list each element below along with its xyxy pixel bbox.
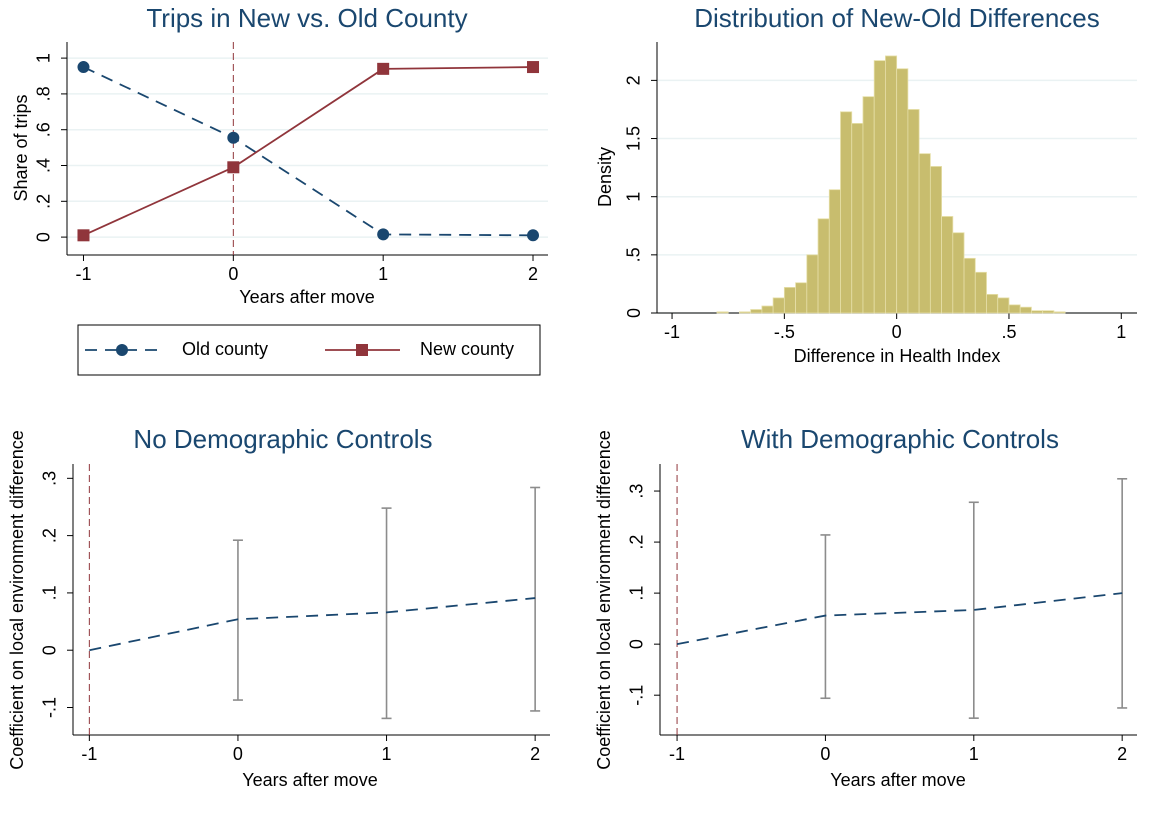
x-tick-label: 1 xyxy=(969,744,979,764)
y-tick-label: .2 xyxy=(627,535,647,550)
y-tick-label: 1 xyxy=(34,53,54,63)
y-tick-label: .2 xyxy=(34,194,54,209)
y-axis-title: Coefficient on local environment differe… xyxy=(7,430,27,770)
x-tick-label: 2 xyxy=(528,264,538,284)
x-tick-label: -1 xyxy=(664,322,680,342)
y-tick-label: -.1 xyxy=(40,697,60,718)
chart-title: With Demographic Controls xyxy=(741,424,1059,454)
y-tick-label: .2 xyxy=(40,528,60,543)
x-tick-label: 0 xyxy=(228,264,238,284)
bar xyxy=(750,309,763,314)
x-tick-label: -1 xyxy=(81,744,97,764)
bar xyxy=(817,218,830,314)
legend-label: Old county xyxy=(182,339,268,359)
bar xyxy=(716,311,729,314)
y-tick-label: .4 xyxy=(34,158,54,173)
y-tick-label: .5 xyxy=(624,247,644,262)
x-tick-label: 0 xyxy=(820,744,830,764)
series-line xyxy=(83,66,534,237)
chart-title: Distribution of New-Old Differences xyxy=(694,3,1100,33)
bar xyxy=(896,68,909,314)
coefficient-line xyxy=(676,592,1123,646)
y-tick-label: 0 xyxy=(624,308,644,318)
bar xyxy=(907,109,920,314)
x-tick-label: -.5 xyxy=(774,322,795,342)
marker xyxy=(377,62,390,75)
coefficient-line xyxy=(89,597,536,652)
y-tick-label: .3 xyxy=(40,471,60,486)
y-tick-label: 0 xyxy=(627,639,647,649)
x-axis-title: Years after move xyxy=(242,770,377,790)
bar xyxy=(806,254,819,314)
bar xyxy=(840,111,853,314)
x-tick-label: .5 xyxy=(1001,322,1016,342)
legend-label: New county xyxy=(420,339,514,359)
x-tick-label: 0 xyxy=(233,744,243,764)
bar xyxy=(862,96,875,314)
y-tick-label: 0 xyxy=(40,645,60,655)
chart-title: Trips in New vs. Old County xyxy=(146,3,467,33)
x-tick-label: -1 xyxy=(669,744,685,764)
bar xyxy=(873,60,886,314)
x-tick-label: 2 xyxy=(530,744,540,764)
x-axis-title: Difference in Health Index xyxy=(794,346,1001,366)
y-tick-label: 1.5 xyxy=(624,126,644,151)
chart-title: No Demographic Controls xyxy=(133,424,432,454)
y-axis-title: Coefficient on local environment differe… xyxy=(594,430,614,770)
marker xyxy=(377,228,390,241)
y-axis-title: Share of trips xyxy=(11,94,31,201)
legend-marker xyxy=(116,344,128,356)
y-tick-label: 2 xyxy=(624,75,644,85)
bar xyxy=(772,297,785,314)
bar xyxy=(739,311,752,314)
bar xyxy=(828,189,841,314)
marker xyxy=(527,229,540,242)
bar xyxy=(929,166,942,314)
y-tick-label: .6 xyxy=(34,122,54,137)
bar xyxy=(974,271,987,314)
x-tick-label: 1 xyxy=(382,744,392,764)
bar xyxy=(1042,310,1055,314)
x-axis-title: Years after move xyxy=(239,287,374,307)
x-tick-label: 2 xyxy=(1117,744,1127,764)
bar xyxy=(952,232,965,314)
x-tick-label: 1 xyxy=(378,264,388,284)
bar xyxy=(761,305,774,314)
bar xyxy=(851,123,864,314)
bar xyxy=(963,257,976,314)
bar xyxy=(783,287,796,314)
marker xyxy=(227,161,240,174)
y-axis-title: Density xyxy=(595,147,615,207)
legend-marker xyxy=(356,344,368,356)
bar xyxy=(1053,311,1066,314)
marker xyxy=(527,61,540,74)
marker xyxy=(77,61,90,74)
bar xyxy=(1031,310,1044,314)
bar xyxy=(918,153,931,314)
bar xyxy=(795,282,808,314)
bar xyxy=(941,216,954,314)
bar xyxy=(1019,306,1032,314)
y-tick-label: -.1 xyxy=(627,685,647,706)
x-tick-label: 1 xyxy=(1116,322,1126,342)
bar xyxy=(986,293,999,314)
y-tick-label: .8 xyxy=(34,86,54,101)
y-tick-label: 1 xyxy=(624,192,644,202)
marker xyxy=(227,131,240,144)
bar xyxy=(885,55,898,314)
y-tick-label: .1 xyxy=(627,586,647,601)
series-line xyxy=(83,66,534,237)
x-tick-label: 0 xyxy=(892,322,902,342)
bar xyxy=(997,297,1010,314)
x-axis-title: Years after move xyxy=(830,770,965,790)
y-tick-label: .3 xyxy=(627,484,647,499)
y-tick-label: 0 xyxy=(34,232,54,242)
x-tick-label: -1 xyxy=(75,264,91,284)
bar xyxy=(1008,304,1021,314)
marker xyxy=(77,229,90,242)
legend-box xyxy=(77,324,541,376)
y-tick-label: .1 xyxy=(40,585,60,600)
